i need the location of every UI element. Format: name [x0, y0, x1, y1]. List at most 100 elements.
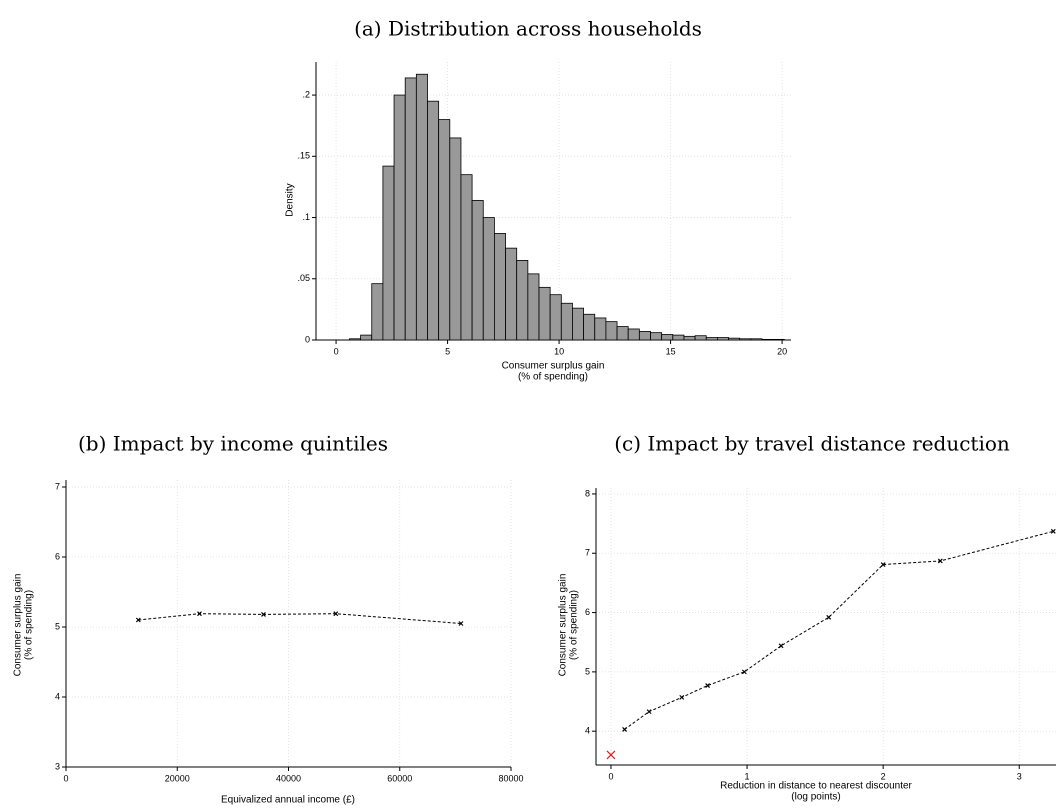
histogram-bar: [438, 119, 451, 341]
y-axis-label: Consumer surplus gain: [13, 574, 24, 677]
marker: [880, 562, 886, 567]
histogram-bar: [627, 328, 640, 341]
y-tick-label: .15: [297, 151, 310, 161]
y-axis-label: (% of spending): [569, 590, 580, 660]
y-tick-label: .1: [302, 212, 310, 222]
marker: [705, 683, 711, 688]
histogram-bar: [360, 334, 373, 341]
y-tick-label: .05: [297, 273, 310, 283]
histogram-bar: [471, 199, 484, 341]
x-tick-label: 20000: [165, 773, 190, 783]
x-axis-label: Reduction in distance to nearest discoun…: [720, 781, 912, 792]
marker: [741, 669, 747, 675]
y-tick-label: 5: [585, 666, 590, 676]
y-axis-label: (% of spending): [24, 590, 35, 660]
histogram-bar: [683, 335, 696, 341]
y-tick-label: 3: [55, 761, 60, 771]
histogram-bar: [393, 94, 406, 341]
histogram-bar: [460, 174, 473, 341]
y-tick-label: 4: [585, 726, 590, 736]
chart-title: (a) Distribution across households: [354, 17, 702, 41]
marker: [778, 643, 784, 649]
line: [138, 613, 461, 624]
chart-title: (c) Impact by travel distance reduction: [614, 432, 1010, 456]
y-axis-label: Density: [285, 183, 296, 216]
line: [624, 530, 1054, 730]
x-tick-label: 40000: [276, 773, 301, 783]
histogram-bar: [672, 334, 685, 341]
y-tick-label: 7: [585, 548, 590, 558]
y-tick-label: 7: [55, 481, 60, 491]
y-tick-label: 5: [55, 621, 60, 631]
marker: [1050, 528, 1056, 534]
y-tick-label: .2: [302, 89, 310, 99]
histogram-bar: [349, 338, 362, 341]
histogram-bar: [427, 100, 440, 341]
histogram-bar: [505, 247, 518, 341]
x-tick-label: 15: [666, 346, 676, 356]
histogram-bar: [650, 332, 663, 341]
histogram-bar: [739, 338, 752, 341]
x-tick-label: 1: [745, 771, 750, 781]
x-tick-label: 0: [334, 346, 339, 356]
x-tick-label: 80000: [498, 773, 523, 783]
y-tick-label: 8: [585, 488, 590, 498]
x-tick-label: 2: [881, 771, 886, 781]
marker: [679, 694, 685, 700]
y-tick-label: 6: [585, 607, 590, 617]
x-axis-label: Equivalized annual income (£): [221, 795, 355, 806]
marker: [622, 726, 628, 732]
histogram-bar: [572, 307, 585, 341]
histogram-bar: [728, 337, 741, 341]
histogram-bar: [538, 286, 551, 341]
histogram-bar: [549, 294, 562, 341]
x-tick-label: 10: [554, 346, 564, 356]
marker: [197, 611, 202, 617]
histogram-bar: [371, 283, 384, 341]
histogram-bar: [560, 302, 573, 341]
histogram-bar: [516, 259, 529, 341]
histogram-bar: [717, 337, 729, 341]
y-axis-label: Consumer surplus gain: [558, 574, 569, 677]
histogram-bar: [750, 338, 763, 341]
histogram-bar: [605, 321, 618, 341]
marker: [333, 611, 339, 617]
x-tick-label: 0: [608, 771, 613, 781]
x-axis-label: Consumer surplus gain: [502, 361, 605, 372]
marker: [606, 750, 616, 760]
histogram-bar: [616, 326, 629, 341]
y-tick-label: 0: [305, 334, 310, 344]
y-tick-label: 4: [55, 691, 60, 701]
histogram-bar: [694, 335, 707, 341]
x-tick-label: 3: [1017, 771, 1022, 781]
histogram-bar: [661, 334, 674, 341]
chart-title: (b) Impact by income quintiles: [78, 432, 388, 456]
x-tick-label: 5: [445, 346, 450, 356]
histogram-bar: [705, 337, 718, 341]
histogram-bar: [382, 165, 395, 341]
x-axis-label: (log points): [791, 792, 840, 803]
y-tick-label: 6: [55, 551, 60, 561]
x-axis-label: (% of spending): [518, 372, 588, 383]
histogram-bar: [449, 137, 462, 341]
histogram-bar: [527, 273, 540, 341]
histogram-bar: [494, 233, 506, 341]
marker: [261, 611, 266, 617]
histogram-bar: [415, 73, 428, 341]
x-tick-label: 20: [777, 346, 787, 356]
histogram-bar: [772, 338, 785, 341]
x-tick-label: 0: [63, 773, 68, 783]
marker: [458, 621, 464, 626]
marker: [826, 614, 832, 620]
histogram-bar: [761, 338, 774, 341]
marker: [135, 617, 141, 623]
histogram-bar: [482, 217, 495, 341]
histogram-bar: [404, 77, 417, 341]
histogram-bar: [583, 313, 596, 341]
marker: [937, 558, 943, 564]
histogram-bar: [594, 317, 607, 341]
x-tick-label: 60000: [387, 773, 412, 783]
histogram-bar: [638, 331, 651, 341]
marker: [646, 709, 652, 715]
